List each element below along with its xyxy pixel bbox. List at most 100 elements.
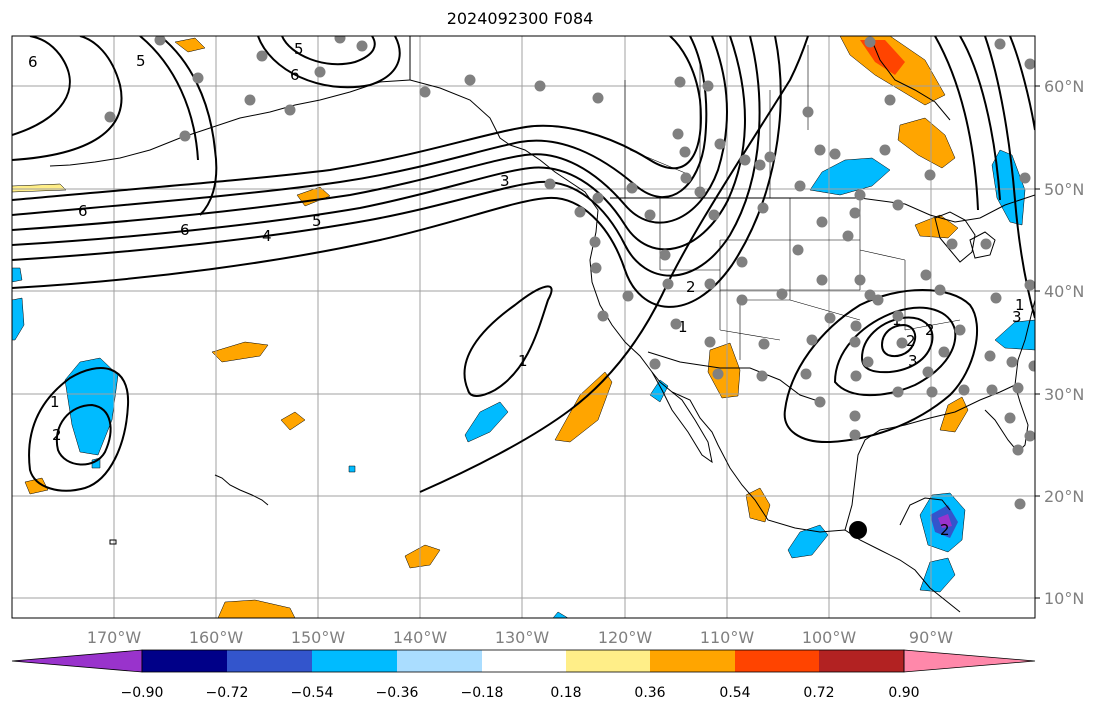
colorbar-tick-label: 0.54 — [719, 685, 750, 701]
station-marker — [1012, 444, 1024, 456]
map-title: 2024092300 F084 — [446, 9, 594, 28]
lon-label: 110°W — [700, 628, 755, 647]
contour-line — [12, 36, 708, 216]
colorbar: −0.90 −0.72 −0.54 −0.36 −0.18 0.18 0.36 … — [11, 649, 1036, 701]
contour-line — [1009, 36, 1035, 131]
station-marker — [872, 294, 884, 306]
station-marker — [849, 410, 861, 422]
station-marker — [244, 94, 256, 106]
hawaii-coastline — [214, 474, 269, 506]
station-marker — [644, 209, 656, 221]
map-frame — [11, 35, 1036, 619]
station-marker — [986, 384, 998, 396]
station-marker — [756, 370, 768, 382]
gridlines — [12, 36, 1035, 618]
contour-line — [139, 36, 199, 161]
station-marker — [680, 172, 692, 184]
station-marker — [758, 338, 770, 350]
contour-line — [257, 36, 401, 89]
station-marker — [842, 230, 854, 242]
station-marker — [806, 334, 818, 346]
station-marker — [544, 178, 556, 190]
contour-label: 2 — [925, 321, 935, 339]
aleutian-coastline — [49, 79, 411, 167]
station-marker — [736, 294, 748, 306]
station-marker — [597, 310, 609, 322]
colorbar-tick-label: 0.72 — [803, 685, 834, 701]
contour-label: 1 — [678, 318, 688, 336]
contour-label: 6 — [28, 53, 38, 71]
station-marker — [754, 159, 766, 171]
colorbar-frame — [141, 649, 905, 673]
station-marker — [694, 186, 706, 198]
colorbar-segment — [735, 650, 819, 672]
contour-line — [880, 323, 917, 358]
lon-label: 120°W — [598, 628, 653, 647]
weak-positive-anomaly-region — [12, 183, 67, 193]
station-marker — [892, 310, 904, 322]
station-marker — [757, 202, 769, 214]
strong-positive-anomaly-region — [860, 40, 905, 75]
contour-line — [860, 316, 934, 374]
colorbar-tick-label: −0.54 — [291, 685, 334, 701]
contour-line — [12, 36, 123, 161]
station-marker — [256, 50, 268, 62]
station-marker — [672, 128, 684, 140]
station-marker — [980, 238, 992, 250]
station-marker — [879, 144, 891, 156]
station-marker — [179, 130, 191, 142]
station-marker — [592, 192, 604, 204]
colorbar-tick-label: 0.90 — [888, 685, 919, 701]
negative-anomaly-region — [649, 379, 669, 403]
colorbar-tick-label: −0.36 — [376, 685, 419, 701]
colorbar-low-extend — [11, 649, 143, 673]
station-marker — [419, 86, 431, 98]
contour-line — [783, 289, 978, 444]
station-markers — [104, 36, 1035, 510]
station-marker — [892, 199, 904, 211]
station-marker — [154, 36, 166, 46]
positive-anomaly-region — [280, 411, 306, 431]
atlantic-coastline — [1014, 299, 1035, 386]
lat-label: 40°N — [1044, 282, 1084, 301]
station-marker — [892, 386, 904, 398]
station-marker — [938, 346, 950, 358]
contour-label: 1 — [50, 393, 60, 411]
contour-line — [281, 36, 376, 66]
station-marker — [802, 106, 814, 118]
station-marker — [314, 66, 326, 78]
north-america-west-coastline — [589, 209, 961, 613]
negative-anomaly-region — [64, 357, 119, 456]
contour-line — [934, 36, 979, 211]
station-marker — [854, 274, 866, 286]
positive-anomaly-region — [296, 186, 331, 207]
us-mexico-border — [647, 351, 816, 401]
station-marker — [104, 111, 116, 123]
station-marker — [712, 368, 724, 380]
station-marker — [764, 151, 776, 163]
colorbar-segment — [819, 650, 904, 672]
contour-label: 3 — [908, 352, 918, 370]
colorbar-tick-label: 0.36 — [634, 685, 665, 701]
station-marker — [814, 396, 826, 408]
station-marker — [708, 209, 720, 221]
station-marker — [1004, 412, 1016, 424]
positive-anomaly-region — [554, 371, 613, 443]
station-marker — [849, 207, 861, 219]
station-marker — [994, 38, 1006, 50]
lon-label: 140°W — [393, 628, 448, 647]
station-marker — [794, 180, 806, 192]
station-marker — [1028, 360, 1035, 372]
contour-label: 1 — [518, 352, 528, 370]
station-marker — [800, 368, 812, 380]
station-marker — [702, 80, 714, 92]
lat-label: 10°N — [1044, 589, 1084, 608]
station-marker — [850, 370, 862, 382]
station-marker — [659, 249, 671, 261]
latitude-labels: 60°N 50°N 40°N 30°N 20°N 10°N — [1035, 77, 1084, 608]
station-marker — [736, 256, 748, 268]
contour-label: 3 — [500, 172, 510, 190]
station-marker — [679, 146, 691, 158]
positive-anomaly-region — [211, 341, 269, 363]
colorbar-segment — [142, 650, 227, 672]
